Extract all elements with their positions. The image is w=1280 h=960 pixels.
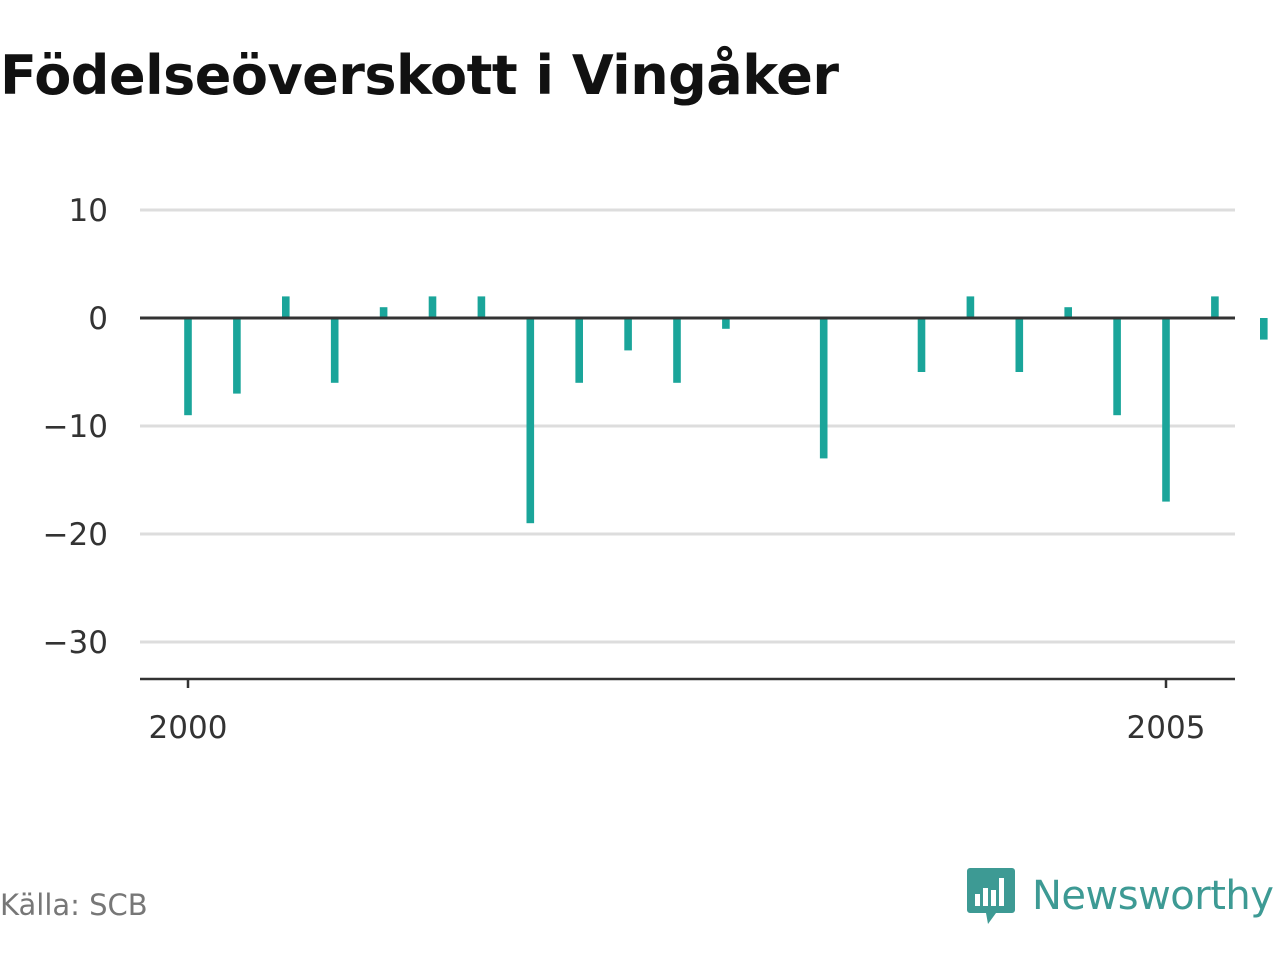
bar xyxy=(282,296,290,318)
source-label: Källa: SCB xyxy=(0,888,148,922)
y-tick-label: −20 xyxy=(43,517,108,553)
y-axis-ticks: 10 0 −10 −20 −30 xyxy=(43,193,108,661)
axes xyxy=(140,316,1235,681)
y-tick-label: 0 xyxy=(88,301,108,337)
newsworthy-logo: Newsworthy xyxy=(966,866,1274,926)
bar xyxy=(1211,296,1219,318)
bars xyxy=(184,296,1268,524)
bar xyxy=(1162,318,1170,502)
chart-title: Födelseöverskott i Vingåker xyxy=(0,44,839,107)
bar xyxy=(1064,307,1072,318)
bar xyxy=(477,296,486,318)
bar xyxy=(1113,318,1121,416)
gridlines xyxy=(140,208,1235,644)
newsworthy-logo-text: Newsworthy xyxy=(1032,873,1274,919)
bar xyxy=(722,318,730,329)
bar xyxy=(575,318,583,383)
y-tick-label: −30 xyxy=(43,625,108,661)
bar xyxy=(428,296,437,318)
bar xyxy=(526,318,535,524)
y-tick-label: −10 xyxy=(43,409,108,445)
bar xyxy=(673,318,681,383)
bar xyxy=(966,296,975,318)
bar xyxy=(1015,318,1024,372)
newsworthy-logo-icon xyxy=(967,868,1015,924)
bar xyxy=(184,318,192,416)
bar xyxy=(819,318,828,459)
bar xyxy=(379,307,388,318)
bar-chart: 100−10−20−30 200020052010201520202025 xyxy=(43,193,1268,746)
bar xyxy=(233,318,241,394)
bar xyxy=(917,318,926,372)
x-tick-label: 2000 xyxy=(149,710,228,746)
bar xyxy=(330,318,339,383)
bar xyxy=(1260,318,1268,340)
y-tick-label: 10 xyxy=(69,193,108,229)
bar xyxy=(624,318,632,351)
x-tick-label: 2005 xyxy=(1127,710,1206,746)
x-axis-ticks: 200020052010201520202025 xyxy=(149,679,1206,746)
